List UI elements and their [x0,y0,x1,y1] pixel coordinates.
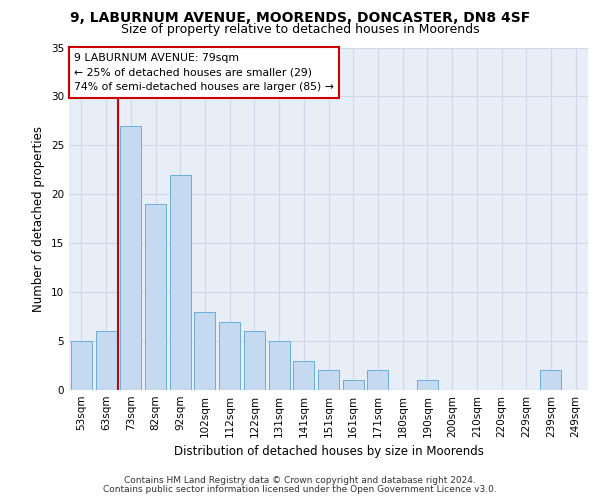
Bar [269,341,290,390]
Bar [293,360,314,390]
Bar [219,322,240,390]
Bar [343,380,364,390]
X-axis label: Distribution of detached houses by size in Moorends: Distribution of detached houses by size … [173,446,484,458]
Bar [417,380,438,390]
Bar [194,312,215,390]
Bar [120,126,141,390]
Bar [367,370,388,390]
Text: Size of property relative to detached houses in Moorends: Size of property relative to detached ho… [121,22,479,36]
Text: 9, LABURNUM AVENUE, MOORENDS, DONCASTER, DN8 4SF: 9, LABURNUM AVENUE, MOORENDS, DONCASTER,… [70,11,530,25]
Bar [145,204,166,390]
Text: Contains HM Land Registry data © Crown copyright and database right 2024.: Contains HM Land Registry data © Crown c… [124,476,476,485]
Bar [244,332,265,390]
Bar [95,332,116,390]
Text: 9 LABURNUM AVENUE: 79sqm
← 25% of detached houses are smaller (29)
74% of semi-d: 9 LABURNUM AVENUE: 79sqm ← 25% of detach… [74,52,334,92]
Bar [541,370,562,390]
Text: Contains public sector information licensed under the Open Government Licence v3: Contains public sector information licen… [103,485,497,494]
Bar [71,341,92,390]
Bar [318,370,339,390]
Y-axis label: Number of detached properties: Number of detached properties [32,126,46,312]
Bar [170,174,191,390]
